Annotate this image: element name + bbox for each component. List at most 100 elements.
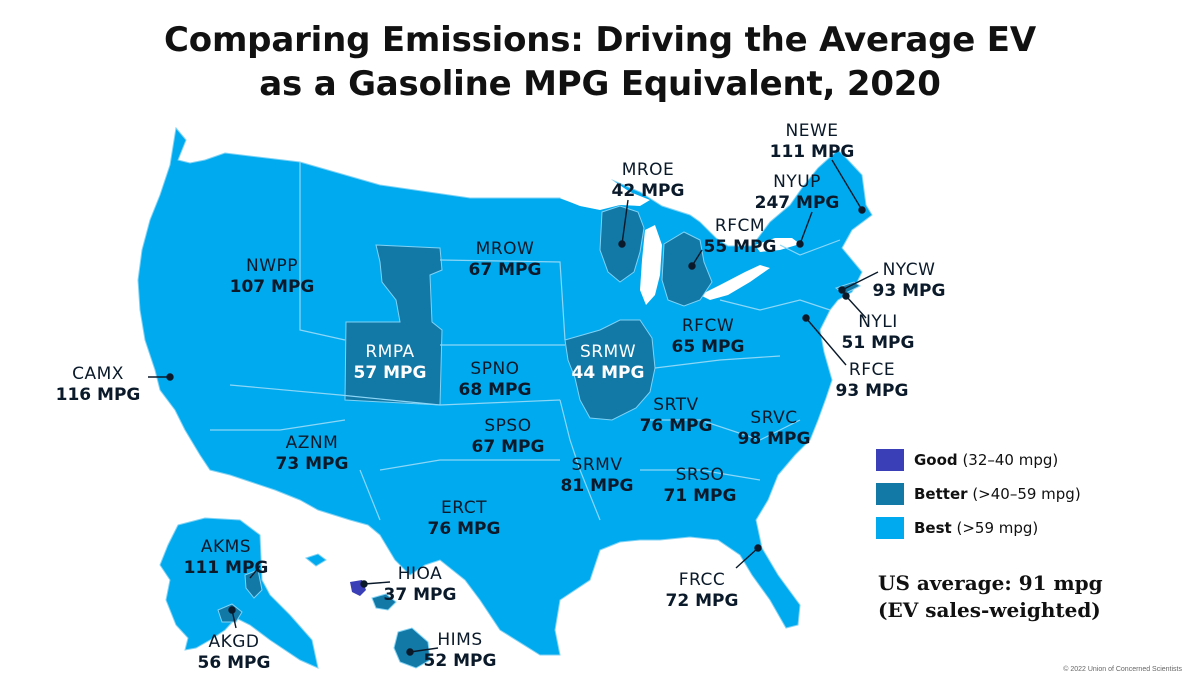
us-average-line-2: (EV sales-weighted) bbox=[878, 598, 1101, 622]
region-label-erct: ERCT 76 MPG bbox=[428, 498, 501, 540]
region-mpg: 93 MPG bbox=[835, 381, 909, 401]
region-mpg: 116 MPG bbox=[55, 385, 141, 405]
region-label-srso: SRSO 71 MPG bbox=[664, 465, 737, 507]
region-shape-srmw bbox=[564, 319, 656, 421]
region-code: MROW bbox=[475, 239, 535, 259]
region-code: FRCC bbox=[678, 570, 726, 590]
region-label-rmpa: RMPA 57 MPG bbox=[354, 342, 427, 384]
region-code: SRTV bbox=[653, 395, 699, 415]
region-label-nyli: NYLI 51 MPG bbox=[842, 312, 915, 354]
region-mpg: 247 MPG bbox=[754, 193, 840, 213]
title-line-1: Comparing Emissions: Driving the Average… bbox=[164, 20, 1036, 60]
copyright-credit: © 2022 Union of Concerned Scientists bbox=[1063, 666, 1182, 673]
region-shape-rfcm bbox=[661, 231, 713, 307]
leader-lines bbox=[148, 159, 879, 656]
legend-name: Better bbox=[914, 485, 968, 503]
region-code: NWPP bbox=[245, 256, 299, 276]
region-code: AKGD bbox=[208, 632, 260, 652]
region-mpg: 76 MPG bbox=[427, 519, 501, 539]
region-label-nwpp: NWPP 107 MPG bbox=[230, 256, 315, 298]
region-shape-rmpa bbox=[344, 244, 443, 406]
legend-item-good: Good (32–40 mpg) bbox=[876, 448, 1081, 472]
region-mpg: 81 MPG bbox=[560, 476, 634, 496]
region-code: SRSO bbox=[675, 465, 725, 485]
hawaii-island-kauai bbox=[304, 553, 327, 567]
region-label-camx: CAMX 116 MPG bbox=[56, 364, 141, 406]
region-code: SPNO bbox=[470, 359, 520, 379]
region-label-spso: SPSO 67 MPG bbox=[472, 416, 545, 458]
region-borders bbox=[210, 162, 841, 521]
region-mpg: 73 MPG bbox=[275, 454, 349, 474]
us-average-line-1: US average: 91 mpg bbox=[878, 571, 1103, 595]
region-code: SPSO bbox=[484, 416, 532, 436]
region-mpg: 68 MPG bbox=[458, 380, 532, 400]
us-average: US average: 91 mpg (EV sales-weighted) bbox=[878, 570, 1118, 624]
region-label-mroe: MROE 42 MPG bbox=[612, 160, 685, 202]
region-label-nycw: NYCW 93 MPG bbox=[873, 260, 946, 302]
region-label-srmw: SRMW 44 MPG bbox=[572, 342, 645, 384]
region-mpg: 42 MPG bbox=[611, 181, 685, 201]
region-mpg: 67 MPG bbox=[468, 260, 542, 280]
region-code: NYCW bbox=[882, 260, 936, 280]
region-code: RFCW bbox=[681, 316, 735, 336]
region-label-srmv: SRMV 81 MPG bbox=[561, 455, 634, 497]
region-mpg: 111 MPG bbox=[183, 558, 269, 578]
region-label-aznm: AZNM 73 MPG bbox=[276, 433, 349, 475]
region-label-srtv: SRTV 76 MPG bbox=[640, 395, 713, 437]
region-label-rfcm: RFCM 55 MPG bbox=[704, 216, 777, 258]
region-label-mrow: MROW 67 MPG bbox=[469, 239, 542, 281]
region-label-frcc: FRCC 72 MPG bbox=[666, 570, 739, 612]
legend-item-best: Best (>59 mpg) bbox=[876, 516, 1081, 540]
region-code: CAMX bbox=[72, 364, 124, 384]
region-code: RMPA bbox=[365, 342, 415, 362]
region-code: NEWE bbox=[785, 121, 839, 141]
region-code: AKMS bbox=[200, 537, 252, 557]
region-mpg: 65 MPG bbox=[671, 337, 745, 357]
region-mpg: 107 MPG bbox=[229, 277, 315, 297]
region-code: ERCT bbox=[441, 498, 487, 518]
region-mpg: 93 MPG bbox=[872, 281, 946, 301]
region-label-rfce: RFCE 93 MPG bbox=[836, 360, 909, 402]
legend-item-better: Better (>40–59 mpg) bbox=[876, 482, 1081, 506]
region-code: HIOA bbox=[397, 564, 443, 584]
legend-range: (32–40 mpg) bbox=[962, 451, 1059, 469]
region-code: AZNM bbox=[285, 433, 339, 453]
region-mpg: 57 MPG bbox=[353, 363, 427, 383]
region-label-srvc: SRVC 98 MPG bbox=[738, 408, 811, 450]
region-code: RFCE bbox=[848, 360, 896, 380]
region-label-newe: NEWE 111 MPG bbox=[770, 121, 855, 163]
legend-swatch bbox=[876, 449, 904, 471]
region-mpg: 52 MPG bbox=[423, 651, 497, 671]
region-label-nyup: NYUP 247 MPG bbox=[755, 172, 840, 214]
region-label-rfcw: RFCW 65 MPG bbox=[672, 316, 745, 358]
region-label-hioa: HIOA 37 MPG bbox=[384, 564, 457, 606]
legend-name: Good bbox=[914, 451, 958, 469]
region-label-akgd: AKGD 56 MPG bbox=[198, 632, 271, 674]
legend-range: (>40–59 mpg) bbox=[972, 485, 1081, 503]
lake-michigan bbox=[640, 225, 662, 305]
region-code: NYLI bbox=[858, 312, 898, 332]
region-code: NYUP bbox=[773, 172, 821, 192]
region-mpg: 98 MPG bbox=[737, 429, 811, 449]
legend-swatch bbox=[876, 517, 904, 539]
region-code: HIMS bbox=[437, 630, 483, 650]
title-line-2: as a Gasoline MPG Equivalent, 2020 bbox=[259, 64, 941, 104]
region-mpg: 51 MPG bbox=[841, 333, 915, 353]
region-mpg: 72 MPG bbox=[665, 591, 739, 611]
legend-name: Best bbox=[914, 519, 952, 537]
region-shape-hims bbox=[393, 627, 431, 669]
legend-range: (>59 mpg) bbox=[956, 519, 1039, 537]
region-code: MROE bbox=[621, 160, 675, 180]
legend-swatch bbox=[876, 483, 904, 505]
region-label-spno: SPNO 68 MPG bbox=[459, 359, 532, 401]
region-mpg: 37 MPG bbox=[383, 585, 457, 605]
region-mpg: 67 MPG bbox=[471, 437, 545, 457]
region-mpg: 71 MPG bbox=[663, 486, 737, 506]
region-code: SRVC bbox=[750, 408, 798, 428]
region-mpg: 44 MPG bbox=[571, 363, 645, 383]
region-code: RFCM bbox=[714, 216, 766, 236]
lake-erie-ontario bbox=[700, 238, 800, 300]
region-label-akms: AKMS 111 MPG bbox=[184, 537, 269, 579]
region-code: SRMW bbox=[579, 342, 637, 362]
